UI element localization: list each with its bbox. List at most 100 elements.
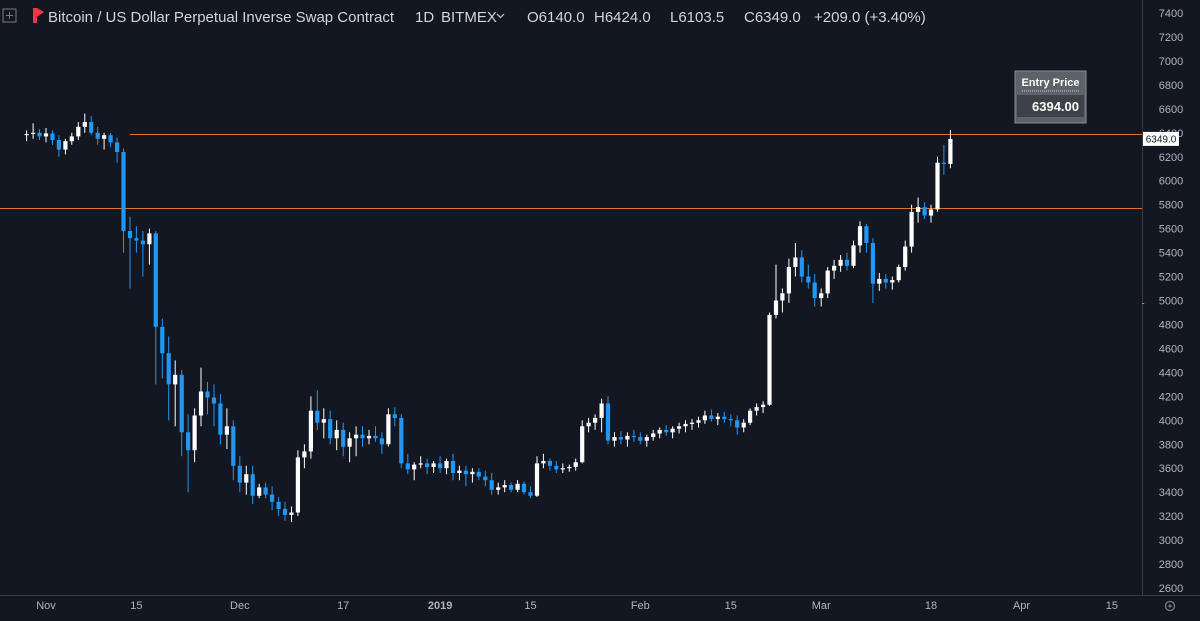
candle-body[interactable]: [198, 391, 204, 416]
candle-body[interactable]: [767, 314, 772, 405]
candle-body[interactable]: [864, 226, 869, 243]
candle-body[interactable]: [418, 463, 423, 465]
candle-body[interactable]: [321, 419, 326, 423]
candle-body[interactable]: [612, 437, 617, 441]
candle-body[interactable]: [166, 353, 171, 385]
candle-body[interactable]: [276, 501, 281, 509]
candle-body[interactable]: [328, 419, 333, 439]
candle-body[interactable]: [819, 293, 824, 299]
candle-body[interactable]: [509, 485, 514, 490]
candle-body[interactable]: [515, 483, 520, 490]
candle-body[interactable]: [43, 133, 49, 137]
candle-body[interactable]: [463, 470, 468, 475]
candle-body[interactable]: [825, 270, 830, 294]
candle-body[interactable]: [386, 414, 391, 445]
candle-body[interactable]: [102, 135, 107, 139]
candle-body[interactable]: [140, 240, 145, 245]
candle-body[interactable]: [883, 278, 888, 283]
candle-body[interactable]: [735, 420, 740, 428]
candle-body[interactable]: [334, 429, 339, 439]
candle-body[interactable]: [754, 407, 759, 411]
candle-body[interactable]: [857, 226, 863, 246]
candle-body[interactable]: [231, 426, 236, 466]
price-axis[interactable]: 2600 2800 3000 3200 3400 3600 3800 4000 4200 4400…: [1159, 8, 1183, 595]
candle-body[interactable]: [890, 280, 895, 283]
candle-body[interactable]: [593, 417, 598, 423]
chevron-down-icon[interactable]: [496, 13, 505, 19]
candle-body[interactable]: [160, 326, 165, 354]
candle-body[interactable]: [916, 207, 921, 212]
candle-body[interactable]: [295, 457, 300, 513]
candle-body[interactable]: [95, 132, 100, 139]
candle-body[interactable]: [50, 133, 55, 140]
candle-body[interactable]: [793, 257, 798, 267]
candle-body[interactable]: [670, 428, 675, 433]
candle-body[interactable]: [941, 162, 946, 164]
candle-body[interactable]: [147, 233, 152, 245]
candle-body[interactable]: [832, 265, 837, 271]
candle-body[interactable]: [289, 512, 294, 515]
candle-body[interactable]: [373, 435, 378, 439]
candle-body[interactable]: [689, 422, 695, 424]
candle-body[interactable]: [37, 132, 42, 137]
candle-body[interactable]: [483, 476, 488, 481]
candle-body[interactable]: [341, 429, 346, 447]
candle-body[interactable]: [347, 438, 352, 447]
candle-body[interactable]: [218, 403, 223, 435]
candle-body[interactable]: [63, 141, 68, 150]
candle-body[interactable]: [799, 257, 804, 277]
candle-body[interactable]: [644, 437, 649, 441]
candle-body[interactable]: [173, 374, 178, 385]
candle-body[interactable]: [121, 152, 126, 232]
candle-body[interactable]: [392, 414, 397, 418]
candle-body[interactable]: [399, 417, 404, 464]
candle-body[interactable]: [664, 429, 669, 433]
candle-body[interactable]: [502, 485, 507, 488]
candle-body[interactable]: [573, 462, 578, 467]
candle-body[interactable]: [651, 433, 656, 438]
candle-body[interactable]: [450, 461, 456, 473]
candle-body[interactable]: [877, 278, 882, 284]
interval-label[interactable]: 1D: [415, 9, 434, 26]
candle-body[interactable]: [412, 464, 417, 470]
candle-body[interactable]: [237, 465, 242, 483]
candle-body[interactable]: [134, 238, 139, 241]
candle-body[interactable]: [870, 243, 875, 284]
candle-body[interactable]: [741, 422, 746, 428]
candle-body[interactable]: [851, 245, 856, 266]
candle-body[interactable]: [257, 487, 262, 496]
candle-body[interactable]: [24, 134, 29, 136]
candle-body[interactable]: [127, 231, 133, 239]
candle-body[interactable]: [496, 487, 501, 490]
candle-body[interactable]: [76, 126, 81, 137]
candle-body[interactable]: [315, 410, 320, 423]
candle-body[interactable]: [31, 132, 36, 134]
candle-body[interactable]: [457, 470, 462, 473]
candle-body[interactable]: [786, 267, 791, 294]
candle-body[interactable]: [560, 468, 565, 470]
candle-body[interactable]: [108, 135, 113, 143]
candle-body[interactable]: [780, 293, 785, 301]
candle-body[interactable]: [521, 483, 527, 493]
candle-body[interactable]: [928, 209, 934, 216]
candle-body[interactable]: [211, 397, 217, 404]
time-axis[interactable]: Nov 15 Dec 17 2019 15 Feb 15 Mar 18 Apr 15: [36, 600, 1118, 612]
candle-body[interactable]: [153, 233, 158, 327]
candle-body[interactable]: [806, 276, 811, 283]
candle-body[interactable]: [534, 463, 540, 496]
candle-body[interactable]: [192, 415, 197, 451]
candle-body[interactable]: [438, 463, 443, 469]
candle-body[interactable]: [554, 465, 559, 470]
candle-body[interactable]: [605, 403, 611, 441]
candle-body[interactable]: [425, 463, 430, 467]
candle-body[interactable]: [186, 432, 191, 451]
candle-body[interactable]: [89, 122, 94, 133]
candle-body[interactable]: [748, 410, 753, 423]
candle-body[interactable]: [302, 451, 307, 458]
candle-body[interactable]: [431, 463, 436, 467]
candle-body[interactable]: [405, 463, 410, 470]
candle-body[interactable]: [360, 434, 365, 439]
candle-body[interactable]: [722, 416, 727, 420]
candle-body[interactable]: [56, 140, 61, 150]
